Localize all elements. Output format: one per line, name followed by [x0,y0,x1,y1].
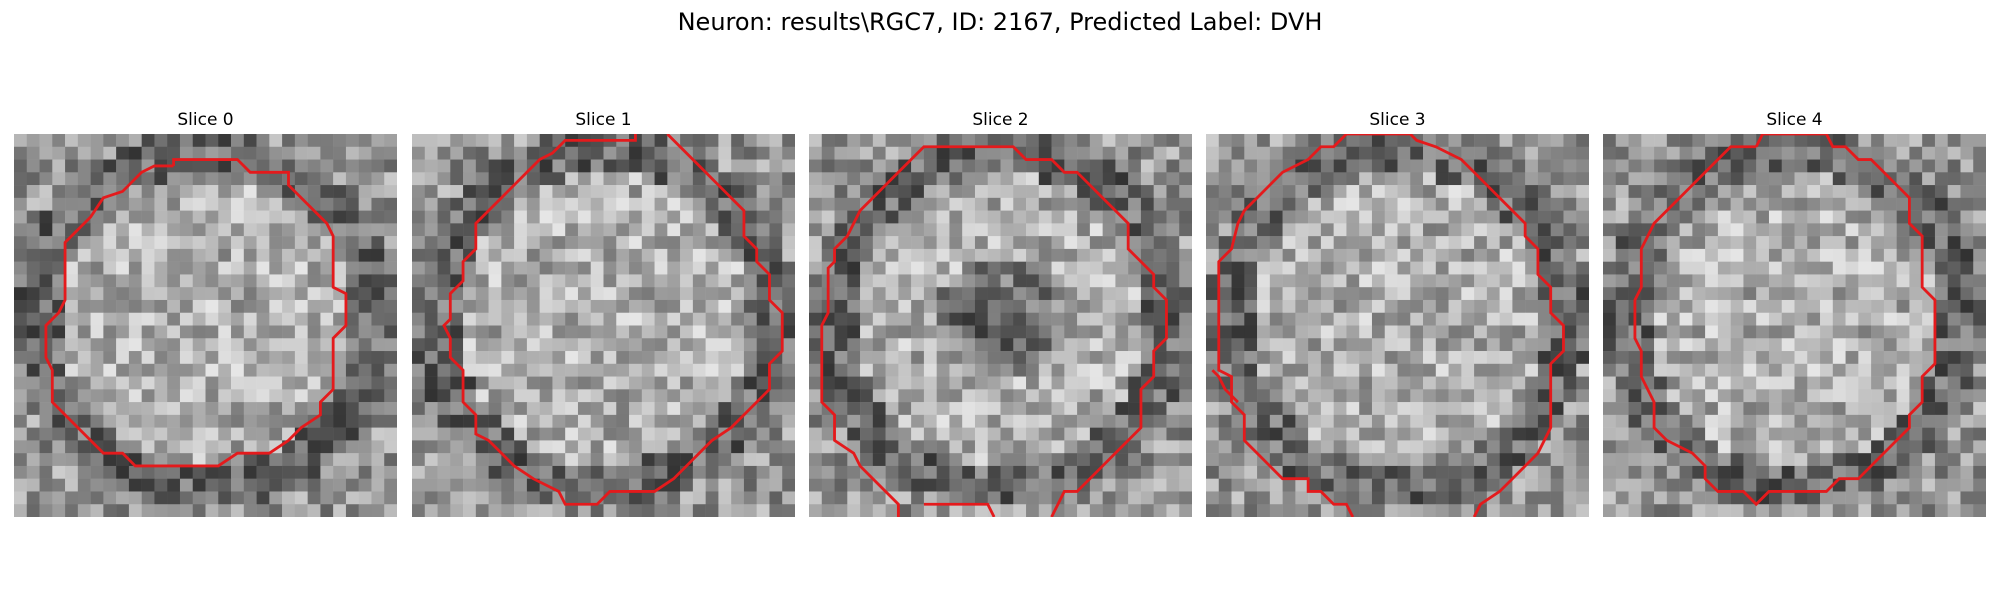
slice-title: Slice 3 [1369,110,1426,130]
slice-title: Slice 2 [972,110,1029,130]
neuron-contour [1211,369,1239,404]
neuron-contour [1633,134,1937,507]
neuron-contour [1217,134,1565,517]
slice-panel-2: Slice 2 [809,110,1192,517]
slice-image-3 [1206,134,1589,517]
slice-title: Slice 1 [575,110,632,130]
slice-title: Slice 0 [177,110,234,130]
neuron-contour [44,158,348,468]
slice-panel-1: Slice 1 [412,110,795,517]
neuron-contour [820,145,1168,517]
slice-panel-4: Slice 4 [1603,110,1986,517]
neuron-contour [923,502,996,517]
slice-image-2 [809,134,1192,517]
slice-image-0 [14,134,397,517]
slice-image-1 [412,134,795,517]
slice-image-4 [1603,134,1986,517]
slice-panel-3: Slice 3 [1206,110,1589,517]
slice-title: Slice 4 [1766,110,1823,130]
neuron-contour [442,134,784,506]
slice-panel-0: Slice 0 [14,110,397,517]
figure-title: Neuron: results\RGC7, ID: 2167, Predicte… [677,8,1323,36]
